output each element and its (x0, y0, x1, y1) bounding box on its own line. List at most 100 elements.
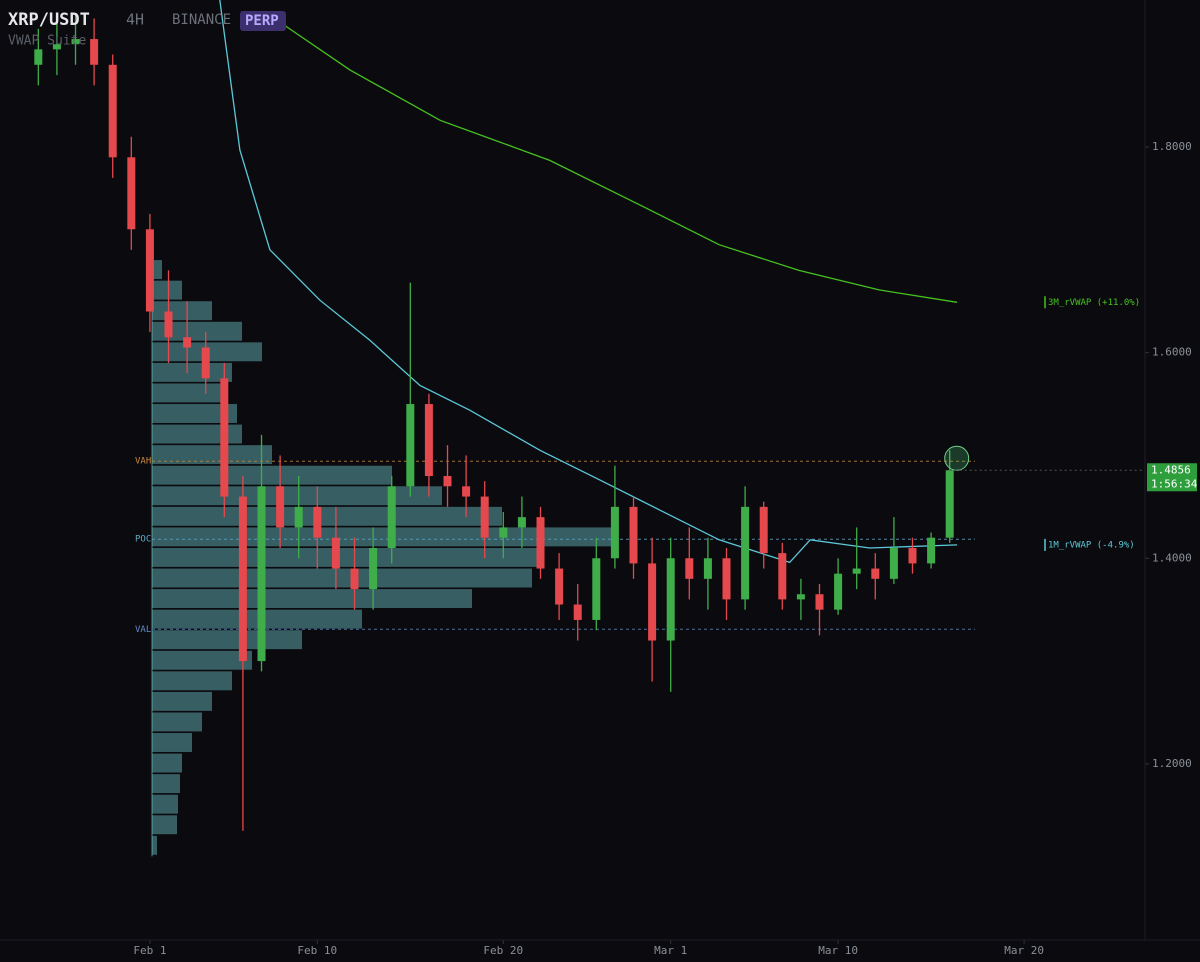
x-tick-label: Mar 10 (818, 944, 858, 957)
exchange: BINANCE (172, 12, 231, 28)
candle-body (796, 594, 805, 600)
candle-body (722, 558, 731, 600)
y-tick-label: 1.8000 (1152, 140, 1192, 153)
badge: PERP (245, 13, 279, 29)
candle-body (276, 486, 285, 528)
candle-body (71, 39, 80, 45)
candle-body (499, 527, 508, 538)
candle-body (462, 486, 471, 497)
profile-bar (152, 835, 157, 855)
candle-body (424, 404, 433, 477)
candle-body (52, 44, 61, 50)
profile-bar (152, 733, 192, 752)
candle-body (741, 506, 750, 600)
profile-bar (152, 712, 202, 732)
profile-bar (152, 301, 212, 321)
profile-bar (152, 671, 232, 691)
profile-bar (152, 321, 242, 341)
candle-body (945, 470, 954, 538)
legend-label: 3M_rVWAP (+11.0%) (1048, 298, 1140, 308)
profile-bar (152, 753, 182, 773)
symbol: XRP/USDT (8, 10, 90, 30)
profile-bar (152, 383, 227, 403)
profile-bar (152, 589, 472, 609)
profile-bar (152, 424, 242, 444)
candle-body (331, 537, 340, 569)
candle-body (127, 157, 136, 230)
candle-body (443, 476, 452, 487)
candle-body (834, 573, 843, 610)
profile-bar (152, 527, 612, 547)
candle-body (350, 568, 359, 590)
profile-bar (152, 280, 182, 300)
candle-body (90, 39, 99, 65)
countdown: 1:56:34 (1151, 477, 1198, 490)
profile-bar (152, 445, 272, 465)
candle-body (536, 517, 545, 569)
profile-bar (152, 260, 162, 280)
highlight (944, 445, 970, 471)
y-tick-label: 1.6000 (1152, 346, 1192, 359)
profile-bar (152, 568, 532, 588)
candle-body (852, 568, 861, 574)
level-label: POC (135, 535, 151, 545)
candle-body (685, 558, 694, 579)
vwap-line (274, 17, 958, 303)
profile-bar (152, 609, 362, 629)
legend-label: 1M_rVWAP (-4.9%) (1048, 540, 1135, 550)
level-label: VAL (135, 625, 151, 635)
x-tick-label: Feb 10 (297, 944, 337, 957)
profile-bar (152, 486, 442, 506)
candle-body (927, 537, 936, 564)
candle-body (480, 496, 489, 538)
x-tick-label: Mar 1 (654, 944, 687, 957)
profile-bar (152, 691, 212, 711)
candle-body (759, 506, 768, 554)
candle-body (666, 558, 675, 641)
profile-bar (152, 404, 237, 423)
candle-body (369, 547, 378, 590)
last-price: 1.4856 (1151, 463, 1191, 476)
candle-body (201, 347, 210, 379)
candle-body (610, 506, 619, 559)
candle-body (238, 496, 247, 662)
candle-body (703, 558, 712, 579)
price-tag (1147, 463, 1197, 492)
candle-body (592, 558, 601, 620)
candle-body (629, 506, 638, 564)
candle-body (517, 517, 526, 528)
profile-bar (152, 506, 502, 526)
candle-body (313, 506, 322, 538)
profile-bar (152, 547, 542, 567)
candle-body (220, 378, 229, 497)
candle-body (573, 604, 582, 620)
candle-body (815, 594, 824, 610)
candle-body (257, 486, 266, 662)
profile-bar (152, 362, 232, 382)
profile-bar (152, 630, 302, 650)
candle-body (34, 49, 43, 65)
candle-body (406, 404, 415, 487)
y-tick-label: 1.4000 (1152, 551, 1192, 564)
badge-bg (240, 11, 286, 31)
candle-body (778, 553, 787, 600)
candle-body (183, 337, 192, 348)
profile-bar (152, 815, 177, 835)
x-tick-label: Feb 20 (483, 944, 523, 957)
candle-body (555, 568, 564, 605)
interval: 4H (126, 11, 144, 29)
x-tick-label: Mar 20 (1004, 944, 1044, 957)
vwap-line (219, 0, 958, 564)
profile-bar (152, 794, 178, 814)
candle-body (387, 486, 396, 548)
candle-body (294, 506, 303, 528)
x-tick-label: Feb 1 (133, 944, 166, 957)
profile-bar (152, 465, 392, 485)
candle-body (889, 547, 898, 579)
profile-bar (152, 650, 252, 670)
y-tick-label: 1.2000 (1152, 757, 1192, 770)
subtitle: VWAP Suite (8, 34, 86, 49)
